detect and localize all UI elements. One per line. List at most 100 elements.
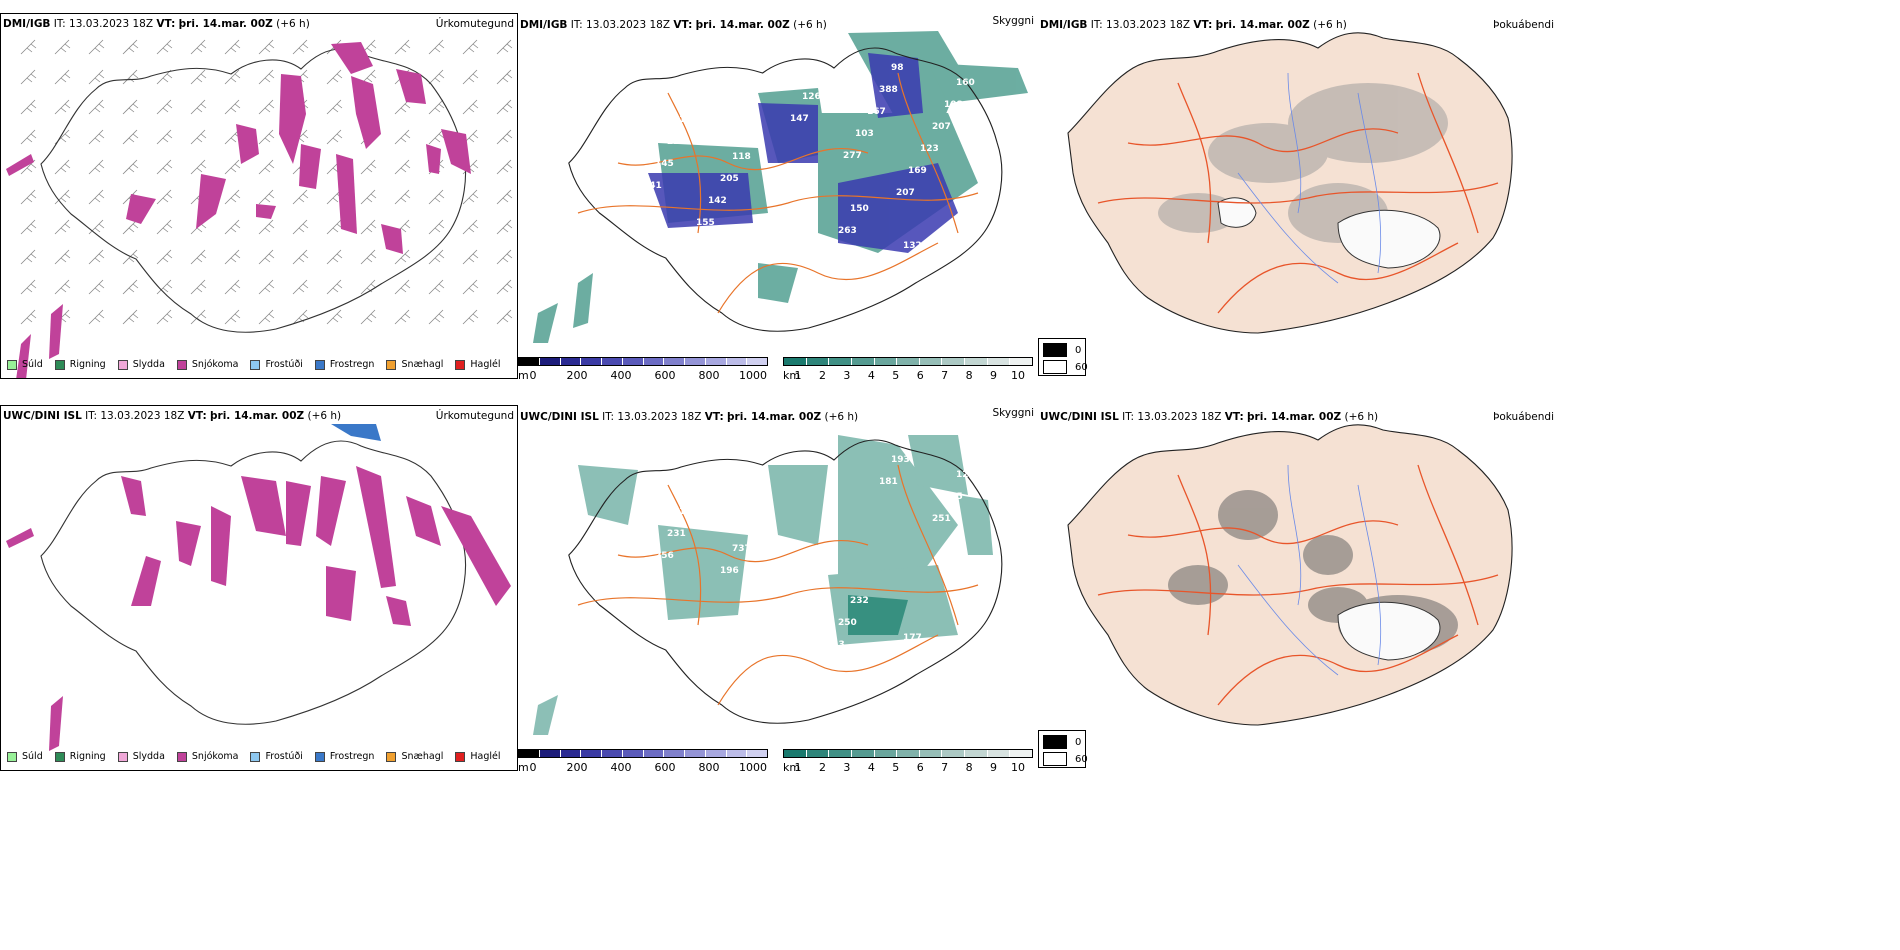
parameter-title: Úrkomutegund: [435, 18, 514, 30]
colorbar-unit: m: [518, 369, 529, 379]
colorbar-tick: 1000: [739, 761, 767, 771]
wind-barb: [88, 99, 105, 115]
wind-barb: [258, 39, 275, 55]
cloud-base-labels: 377 668 124 164 150 132 160 162 118 265 263 98 108 22…: [638, 56, 980, 265]
colorbar-tick: 5: [892, 369, 900, 379]
precip-map: [6, 39, 513, 378]
legend-item: Snjókoma: [176, 359, 238, 370]
cloud-base-label: 263: [838, 226, 857, 236]
wind-barb: [88, 189, 105, 205]
wind-barb: [156, 309, 173, 325]
wind-barb: [428, 69, 445, 85]
wind-barb: [496, 99, 513, 115]
cloud-base-label: 277: [843, 151, 862, 161]
colorbar-tick: 200: [566, 761, 588, 771]
wind-barb: [326, 249, 343, 265]
wind-barb: [258, 189, 275, 205]
wind-barb: [462, 69, 479, 85]
wind-barb: [496, 279, 513, 295]
wind-barb: [224, 249, 241, 265]
legend-item: Rigning: [54, 359, 106, 370]
colorbar-unit: km: [783, 369, 801, 379]
fog-map: [1067, 32, 1513, 334]
wind-barb: [224, 309, 241, 325]
wind-barb: [360, 309, 377, 325]
legend-item: Snjókoma: [176, 751, 238, 762]
visibility-colorbar: [783, 749, 1033, 758]
cloud-base-label: 278: [691, 485, 710, 495]
wind-barb: [88, 129, 105, 145]
wind-barb: [496, 219, 513, 235]
fog-panel-top: DMI/IGB IT: 13.03.2023 18Z VT: þri. 14.m…: [1038, 13, 1900, 379]
fog-panel-bottom: UWC/DINI ISL IT: 13.03.2023 18Z VT: þri.…: [1038, 405, 1900, 771]
legend-item: Snæhagl: [386, 751, 443, 762]
cloudbase-panel-bottom: UWC/DINI ISL IT: 13.03.2023 18Z VT: þri.…: [518, 405, 1038, 771]
wind-barb: [394, 129, 411, 145]
legend-item: Haglél: [455, 751, 501, 762]
cloud-base-labels: 488 278 196 227 232 177 124 10 737 494 250 193 265 23…: [638, 448, 975, 650]
legend-item: Snæhagl: [386, 359, 443, 370]
wind-barb: [462, 249, 479, 265]
colorbar-tick: 600: [654, 369, 676, 379]
parameter-title: Skyggni: [992, 407, 1035, 419]
wind-barb: [122, 129, 139, 145]
wind-barb: [326, 279, 343, 295]
cloud-base-label: 124: [744, 130, 763, 140]
wind-barb: [292, 219, 309, 235]
cloud-base-label: 124: [956, 470, 975, 480]
precip-legend: Súld Rigning Slydda Snjókoma Frostúði Fr…: [7, 751, 513, 762]
colorbar-tick: 10: [1011, 761, 1025, 771]
wind-barb: [122, 69, 139, 85]
wind-barb: [428, 219, 445, 235]
cloudbase-ticks: m 0 200 400 600 800 1000: [518, 369, 768, 379]
wind-barb: [156, 219, 173, 235]
wind-barb: [122, 159, 139, 175]
wind-barb: [326, 69, 343, 85]
wind-barb: [20, 219, 37, 235]
wind-barb: [122, 249, 139, 265]
wind-barb: [122, 219, 139, 235]
wind-barb: [258, 279, 275, 295]
wind-barb: [258, 69, 275, 85]
cloud-base-label: 162: [679, 115, 698, 125]
wind-barb: [122, 99, 139, 115]
cloud-base-label: 132: [903, 241, 922, 251]
cloudbase-panel-top: DMI/IGB IT: 13.03.2023 18Z VT: þri. 14.m…: [518, 13, 1038, 379]
cloud-base-label: 98: [891, 63, 904, 73]
colorbar-tick: 600: [654, 761, 676, 771]
wind-barb: [292, 309, 309, 325]
wind-barb: [88, 219, 105, 235]
colorbar-tick: 2: [818, 369, 826, 379]
wind-barb: [20, 99, 37, 115]
wind-barb: [326, 219, 343, 235]
wind-barb: [428, 309, 445, 325]
wind-barb: [496, 39, 513, 55]
model-name: DMI/IGB: [3, 18, 51, 30]
cloud-base-label: 207: [896, 188, 915, 198]
parameter-title: Þokuábendi: [1493, 19, 1554, 31]
wind-barb: [224, 39, 241, 55]
wind-barb: [496, 159, 513, 175]
wind-barb: [258, 159, 275, 175]
colorbar-tick: 8: [965, 369, 973, 379]
wind-barb: [20, 249, 37, 265]
cloud-base-label: 145: [655, 159, 674, 169]
wind-barb: [122, 39, 139, 55]
wind-barb: [54, 159, 71, 175]
wind-barb: [258, 309, 275, 325]
cloudbase-map: 377 668 124 164 150 132 160 162 118 265 263 98 108 22…: [533, 31, 1028, 343]
legend-item: Slydda: [117, 359, 165, 370]
parameter-title: Úrkomutegund: [435, 410, 514, 422]
wind-barb: [20, 69, 37, 85]
cloud-base-label: 10: [679, 507, 692, 517]
cloudbase-colorbar: [518, 749, 768, 758]
cloud-base-label: 147: [790, 114, 809, 124]
cloud-base-label: 377: [638, 56, 657, 66]
legend-item: Súld: [7, 751, 43, 762]
colorbar-tick: 400: [610, 761, 632, 771]
legend-item: Slydda: [117, 751, 165, 762]
wind-barb: [224, 219, 241, 235]
wind-barb: [88, 279, 105, 295]
wind-barb: [54, 219, 71, 235]
cloud-base-label: 227: [797, 559, 816, 569]
